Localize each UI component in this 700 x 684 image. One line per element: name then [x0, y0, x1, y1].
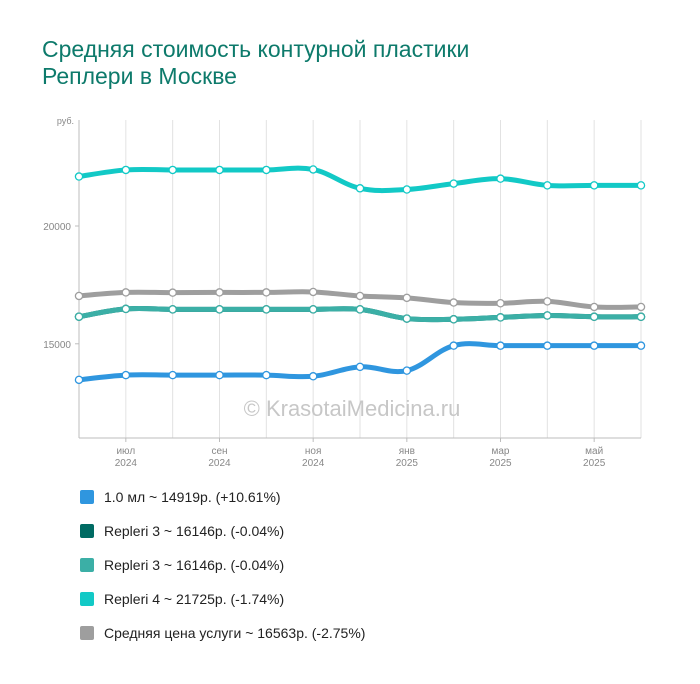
chart-plot: руб.2000015000июл2024сен2024ноя2024янв20… — [43, 116, 646, 469]
legend-item: Repleri 3 ~ 16146р. (-0.04%) — [80, 520, 284, 542]
legend-item: Repleri 4 ~ 21725р. (-1.74%) — [80, 588, 284, 610]
x-tick-label-year: 2025 — [396, 458, 419, 469]
x-tick-label-month: май — [585, 446, 603, 457]
x-tick-label-month: янв — [399, 446, 415, 457]
x-tick-label-year: 2024 — [302, 458, 325, 469]
data-point — [589, 302, 599, 312]
data-point — [355, 184, 365, 193]
data-point — [262, 370, 271, 380]
x-tick-label-year: 2025 — [489, 458, 512, 469]
legend-label: Repleri 3 ~ 16146р. (-0.04%) — [104, 523, 285, 539]
data-point — [121, 165, 131, 175]
data-point — [589, 312, 599, 322]
y-tick-label: 20000 — [43, 222, 71, 233]
data-point — [308, 372, 318, 381]
legend-item: Repleri 3 ~ 16146р. (-0.04%) — [80, 554, 284, 576]
data-point — [496, 174, 505, 183]
legend-swatch — [80, 558, 94, 572]
legend-label: Средняя цена услуги ~ 16563р. (-2.75%) — [104, 625, 366, 641]
data-point — [355, 362, 365, 372]
series-2 — [74, 304, 646, 324]
data-point — [496, 341, 505, 350]
data-point — [74, 375, 84, 385]
data-point — [402, 366, 412, 375]
legend-swatch — [80, 592, 94, 606]
legend-item: 1.0 мл ~ 14919р. (+10.61%) — [80, 486, 281, 508]
series-0 — [74, 287, 646, 312]
data-point — [589, 341, 599, 350]
data-point — [121, 304, 131, 314]
data-point — [402, 314, 412, 323]
data-point — [449, 315, 458, 324]
data-point — [168, 288, 177, 297]
x-tick-label-month: июл — [116, 446, 135, 457]
legend-swatch — [80, 626, 94, 640]
series-4 — [74, 341, 646, 385]
data-point — [543, 311, 552, 320]
series-3 — [74, 165, 646, 194]
data-point — [262, 288, 271, 297]
data-point — [168, 305, 177, 314]
y-axis-unit-label: руб. — [57, 116, 74, 126]
data-point — [215, 305, 224, 314]
data-point — [308, 165, 318, 174]
data-point — [215, 370, 224, 380]
data-point — [449, 179, 458, 188]
x-tick-label-year: 2024 — [208, 458, 231, 469]
data-point — [636, 312, 646, 322]
data-point — [402, 185, 412, 194]
data-point — [168, 165, 177, 175]
legend-item: Средняя цена услуги ~ 16563р. (-2.75%) — [80, 622, 365, 644]
data-point — [121, 370, 131, 380]
data-point — [636, 181, 646, 190]
data-point — [74, 172, 84, 181]
data-point — [355, 291, 365, 301]
data-point — [262, 305, 271, 314]
data-point — [543, 181, 552, 190]
data-point — [449, 341, 458, 350]
data-point — [496, 313, 505, 322]
legend-label: 1.0 мл ~ 14919р. (+10.61%) — [104, 489, 281, 505]
x-tick-label-year: 2024 — [115, 458, 138, 469]
data-point — [402, 293, 412, 303]
chart-title-line-2: Реплери в Москве — [42, 63, 237, 89]
x-tick-label-year: 2025 — [583, 458, 606, 469]
data-point — [168, 370, 177, 380]
data-point — [74, 312, 84, 321]
x-tick-label-month: ноя — [305, 446, 322, 457]
y-tick-label: 15000 — [43, 340, 71, 351]
data-point — [636, 341, 646, 350]
data-point — [74, 291, 84, 301]
x-tick-label-month: сен — [211, 446, 227, 457]
data-point — [636, 302, 646, 312]
chart-title-line-1: Средняя стоимость контурной пластики — [42, 36, 470, 62]
data-point — [215, 288, 224, 297]
data-point — [543, 297, 552, 306]
data-point — [262, 165, 271, 175]
legend-label: Repleri 4 ~ 21725р. (-1.74%) — [104, 591, 285, 607]
data-point — [355, 305, 365, 314]
data-point — [589, 181, 599, 190]
data-point — [121, 288, 131, 297]
data-point — [308, 287, 318, 297]
legend-label: Repleri 3 ~ 16146р. (-0.04%) — [104, 557, 285, 573]
data-point — [215, 165, 224, 175]
data-point — [543, 341, 552, 350]
x-tick-label-month: мар — [492, 446, 510, 457]
legend-swatch — [80, 490, 94, 504]
data-point — [496, 299, 505, 308]
chart-title: Средняя стоимость контурной пластики Реп… — [42, 36, 642, 90]
watermark: © KrasotaiMedicina.ru — [244, 396, 461, 421]
data-point — [308, 305, 318, 314]
legend-swatch — [80, 524, 94, 538]
data-point — [449, 298, 458, 307]
